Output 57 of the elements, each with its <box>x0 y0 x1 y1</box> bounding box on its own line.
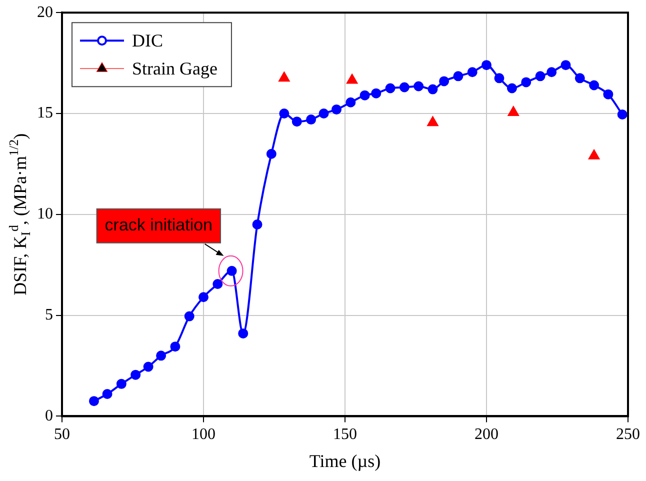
point <box>371 88 382 98</box>
point <box>574 73 585 84</box>
legend-label: Strain Gage <box>132 58 218 78</box>
point <box>184 311 194 322</box>
point <box>238 328 248 338</box>
point <box>102 389 112 399</box>
x-tick-label: 250 <box>616 426 640 444</box>
point <box>546 67 557 78</box>
y-tick-label: 20 <box>37 4 53 21</box>
x-axis-title: Time (µs) <box>309 450 381 471</box>
point <box>360 90 370 100</box>
point <box>385 83 396 94</box>
point <box>318 108 329 118</box>
point <box>143 362 154 372</box>
y-tick-label: 10 <box>37 206 53 223</box>
y-tick-label: 0 <box>45 407 53 424</box>
point <box>428 84 438 94</box>
x-tick-label: 150 <box>333 426 357 444</box>
point <box>306 114 316 125</box>
point <box>212 279 223 290</box>
point <box>156 350 166 361</box>
point <box>535 71 546 82</box>
point <box>467 67 478 78</box>
point <box>482 60 492 70</box>
point <box>332 104 342 114</box>
point <box>439 76 450 86</box>
point <box>506 83 517 94</box>
point <box>603 89 614 100</box>
point <box>266 148 276 159</box>
point <box>399 82 410 92</box>
point <box>116 378 126 389</box>
x-tick-label: 100 <box>192 426 216 444</box>
point <box>346 74 358 84</box>
x-tick-label: 200 <box>474 426 498 444</box>
point <box>617 110 628 120</box>
point <box>494 73 504 84</box>
point <box>589 80 600 90</box>
point <box>170 342 180 352</box>
point <box>279 108 290 118</box>
point <box>560 60 571 70</box>
point <box>292 116 302 127</box>
annotation: crack initiation <box>104 216 213 235</box>
point <box>130 370 141 380</box>
point <box>278 72 290 82</box>
y-tick-label: 5 <box>45 306 53 324</box>
point <box>453 71 464 82</box>
y-axis-title: DSIF, KId, (MPa·m1/2) <box>6 133 33 296</box>
point <box>88 396 99 406</box>
point <box>427 116 438 126</box>
legend-label: DIC <box>132 30 163 50</box>
x-tick-label: 50 <box>54 426 70 444</box>
point <box>521 77 532 88</box>
point <box>252 219 262 230</box>
point <box>414 81 424 92</box>
point <box>346 97 356 108</box>
point <box>198 292 208 302</box>
y-tick-label: 15 <box>37 104 53 122</box>
